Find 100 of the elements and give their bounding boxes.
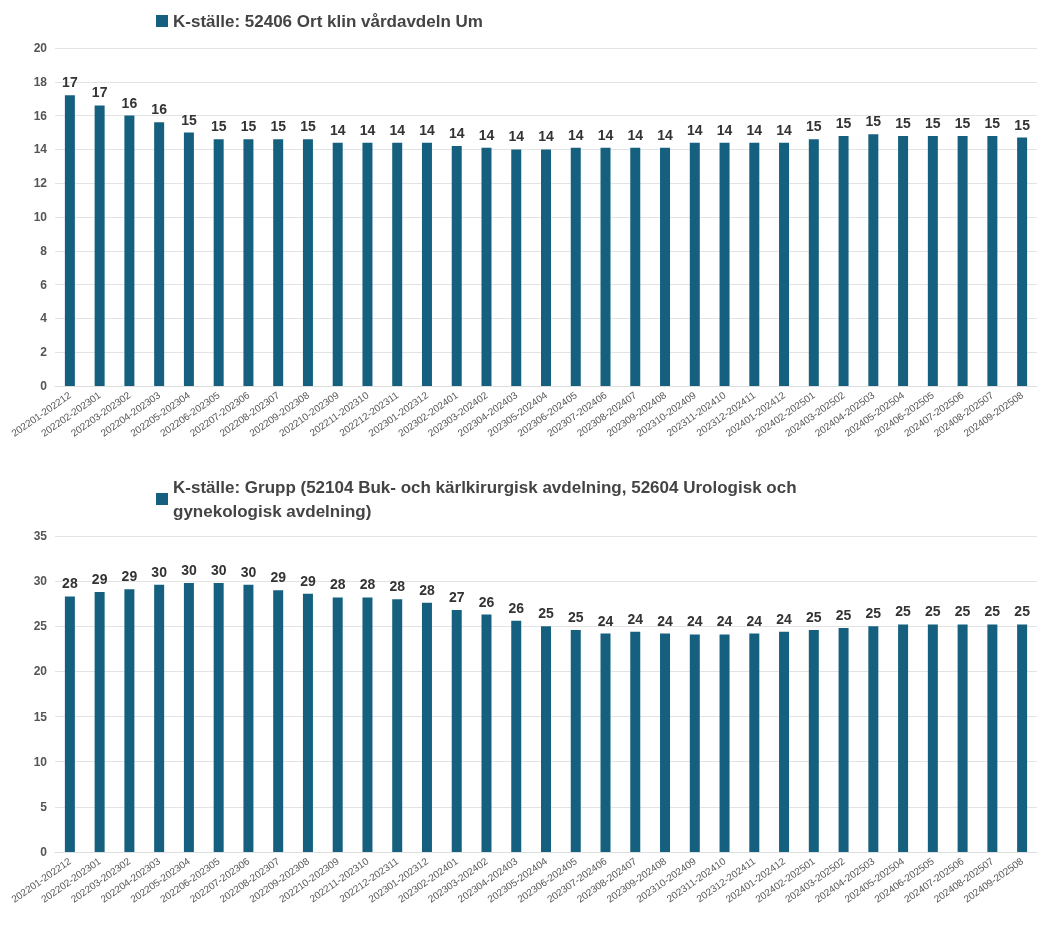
bar xyxy=(541,149,551,386)
y-tick-label: 10 xyxy=(33,210,48,224)
data-label: 14 xyxy=(508,128,525,145)
data-label: 28 xyxy=(359,576,376,593)
bar xyxy=(808,139,819,386)
bar xyxy=(898,624,909,852)
legend-label: K-ställe: Grupp (52104 Buk- och kärlkirurgisk avdelning, 52604 Urologisk och gynekologisk avdelning) xyxy=(173,477,802,521)
y-tick-label: 10 xyxy=(33,754,48,769)
data-label: 14 xyxy=(567,126,584,143)
data-label: 14 xyxy=(627,126,644,143)
bar xyxy=(332,142,343,386)
bar xyxy=(332,597,343,852)
data-label: 30 xyxy=(151,563,168,580)
bar xyxy=(183,132,194,386)
bar xyxy=(630,147,641,386)
bar xyxy=(481,147,492,386)
data-label: 15 xyxy=(835,114,852,131)
bar xyxy=(689,142,700,386)
data-label: 26 xyxy=(478,593,495,610)
data-label: 14 xyxy=(687,121,703,138)
data-label: 29 xyxy=(270,569,287,586)
data-label: 14 xyxy=(746,121,763,138)
bar xyxy=(600,147,611,386)
bar xyxy=(392,599,403,852)
bar xyxy=(64,95,75,386)
y-tick-label: 4 xyxy=(40,311,48,326)
data-label: 14 xyxy=(716,121,733,138)
bar xyxy=(64,596,75,852)
bar xyxy=(511,149,522,386)
data-label: 17 xyxy=(62,74,78,91)
data-label: 24 xyxy=(657,612,674,629)
bar xyxy=(660,147,671,386)
data-label: 14 xyxy=(419,121,435,138)
data-label: 15 xyxy=(1014,116,1031,133)
data-label: 25 xyxy=(835,607,852,624)
data-label: 14 xyxy=(359,121,376,138)
data-label: 25 xyxy=(567,608,584,625)
y-tick-label: 6 xyxy=(40,277,48,292)
y-tick-label: 16 xyxy=(33,108,48,123)
y-tick-label: 25 xyxy=(33,619,48,634)
bar xyxy=(838,628,849,852)
data-label: 28 xyxy=(419,581,435,598)
data-label: 15 xyxy=(984,114,1001,131)
bar xyxy=(927,135,938,386)
bar xyxy=(421,602,432,852)
bar xyxy=(719,142,730,386)
y-tick-label: 14 xyxy=(33,142,48,157)
data-label: 14 xyxy=(329,121,346,138)
data-label: 24 xyxy=(687,613,703,630)
bar xyxy=(183,582,194,852)
bar xyxy=(213,139,224,386)
data-label: 14 xyxy=(776,121,793,138)
data-label: 14 xyxy=(389,121,406,138)
bar xyxy=(511,620,522,852)
data-label: 25 xyxy=(865,605,882,622)
bar xyxy=(630,631,641,852)
data-label: 14 xyxy=(448,125,465,142)
data-label: 30 xyxy=(181,561,197,578)
bar xyxy=(362,597,373,852)
data-label: 27 xyxy=(448,589,465,606)
bar xyxy=(392,142,403,386)
bar xyxy=(957,135,968,386)
data-label: 15 xyxy=(954,114,971,131)
data-label: 25 xyxy=(925,603,941,620)
bar xyxy=(154,122,165,386)
data-label: 14 xyxy=(597,126,614,143)
data-label: 25 xyxy=(895,603,912,620)
bar xyxy=(570,147,581,386)
data-label: 28 xyxy=(389,578,406,595)
y-tick-label: 0 xyxy=(40,845,48,859)
legend-label: K-ställe: 52406 Ort klin vårdavdeln Um xyxy=(173,11,483,31)
bar xyxy=(451,146,462,386)
bar xyxy=(838,135,849,386)
bar xyxy=(570,629,581,852)
bar xyxy=(243,584,254,852)
data-label: 25 xyxy=(954,603,971,620)
data-label: 15 xyxy=(925,114,941,131)
bar xyxy=(124,115,135,386)
data-label: 15 xyxy=(270,118,287,135)
data-label: 17 xyxy=(91,84,108,101)
bar xyxy=(541,626,551,852)
y-tick-label: 8 xyxy=(40,243,48,258)
bar xyxy=(868,134,879,386)
bar xyxy=(1017,137,1028,386)
y-tick-label: 20 xyxy=(33,664,48,679)
y-tick-label: 15 xyxy=(33,709,48,724)
data-label: 30 xyxy=(240,563,257,580)
y-tick-label: 30 xyxy=(33,574,48,589)
data-label: 25 xyxy=(538,605,554,622)
bar xyxy=(481,614,492,852)
data-label: 14 xyxy=(657,126,674,143)
bar xyxy=(451,610,462,852)
data-label: 29 xyxy=(91,570,108,587)
bar xyxy=(987,624,998,852)
data-label: 24 xyxy=(627,610,644,627)
y-tick-label: 18 xyxy=(33,74,48,89)
bar xyxy=(868,626,879,852)
data-label: 28 xyxy=(62,575,78,592)
bar xyxy=(94,105,105,386)
bar xyxy=(362,142,373,386)
